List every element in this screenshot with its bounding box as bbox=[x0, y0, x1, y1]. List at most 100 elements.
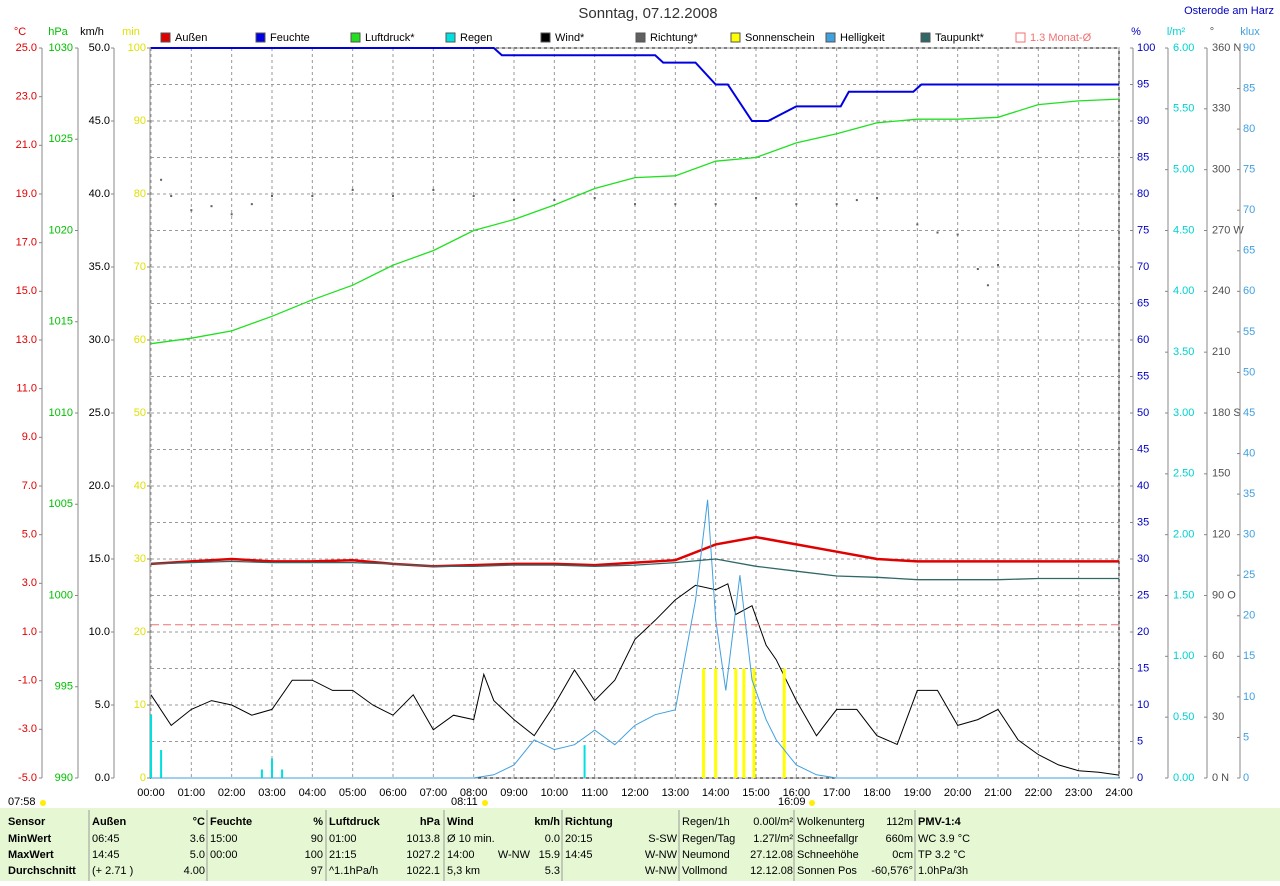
legend-label: 1.3 Monat-Ø bbox=[1030, 32, 1092, 44]
tick-label: 70 bbox=[1137, 261, 1149, 273]
legend-swatch bbox=[540, 32, 551, 43]
tick-label: 6.00 bbox=[1173, 42, 1194, 54]
tick-label: 55 bbox=[1243, 326, 1255, 338]
stats-cell: Neumond bbox=[682, 849, 730, 861]
tick-label: 20 bbox=[1243, 610, 1255, 622]
legend-swatch bbox=[920, 32, 931, 43]
tick-label: 65 bbox=[1137, 297, 1149, 309]
stats-cell: Schneehöhe bbox=[797, 849, 859, 861]
bar bbox=[260, 769, 263, 778]
tick-label: 30 bbox=[134, 553, 146, 565]
tick-label: 17.0 bbox=[16, 237, 37, 249]
tick-label: 80 bbox=[134, 188, 146, 200]
stats-cell: 660m bbox=[885, 833, 913, 845]
stats-cell: 06:45 bbox=[92, 833, 120, 845]
tick-label: 360 N bbox=[1212, 42, 1241, 54]
x-tick-label: 10:00 bbox=[541, 787, 569, 799]
tick-label: 1.50 bbox=[1173, 589, 1194, 601]
tick-label: 15.0 bbox=[89, 553, 110, 565]
stats-cell: 20:15 bbox=[565, 833, 593, 845]
x-tick-label: 18:00 bbox=[863, 787, 891, 799]
dot bbox=[795, 203, 798, 206]
tick-label: -1.0 bbox=[18, 675, 37, 687]
bar bbox=[150, 714, 152, 778]
series-line bbox=[151, 47, 1119, 122]
dot bbox=[160, 178, 163, 181]
tick-label: 1025 bbox=[49, 133, 73, 145]
tick-label: 1000 bbox=[49, 589, 73, 601]
axis-unit: °C bbox=[14, 26, 26, 38]
stats-cell: 21:15 bbox=[329, 849, 357, 861]
tick-label: 210 bbox=[1212, 346, 1230, 358]
stats-cell: MinWert bbox=[8, 833, 52, 845]
tick-label: 1010 bbox=[49, 407, 73, 419]
dot bbox=[986, 284, 989, 287]
dot bbox=[553, 199, 556, 202]
dot bbox=[311, 195, 314, 198]
stats-cell: 5.3 bbox=[545, 865, 560, 877]
stats-cell: Wind bbox=[447, 816, 474, 828]
dot bbox=[170, 195, 173, 198]
stats-cell: 14:45 bbox=[565, 849, 593, 861]
tick-label: 45.0 bbox=[89, 115, 110, 127]
stats-cell: 0.0 bbox=[545, 833, 560, 845]
stats-cell: 5.0 bbox=[190, 849, 205, 861]
stats-cell: 00:00 bbox=[210, 849, 238, 861]
tick-label: 1030 bbox=[49, 42, 73, 54]
tick-label: 40 bbox=[1137, 480, 1149, 492]
legend-label: Taupunkt* bbox=[935, 32, 985, 44]
series-line bbox=[150, 535, 1119, 568]
tick-label: 11.0 bbox=[16, 383, 37, 395]
tick-label: 3.0 bbox=[22, 577, 37, 589]
bar bbox=[752, 668, 756, 778]
stats-cell: Regen/Tag bbox=[682, 833, 735, 845]
legend-swatch bbox=[160, 32, 171, 43]
sun-marker bbox=[40, 800, 46, 806]
x-tick-label: 02:00 bbox=[218, 787, 246, 799]
stats-cell: Ø 10 min. bbox=[447, 833, 495, 845]
tick-label: 50 bbox=[134, 407, 146, 419]
sun-marker bbox=[809, 800, 815, 806]
tick-label: 995 bbox=[55, 681, 73, 693]
dot bbox=[976, 268, 979, 271]
stats-cell: 14:45 bbox=[92, 849, 120, 861]
series-line bbox=[150, 98, 1120, 345]
legend-label: Wind* bbox=[555, 32, 585, 44]
tick-label: 20 bbox=[1137, 626, 1149, 638]
series-line bbox=[151, 499, 1119, 779]
tick-label: 3.00 bbox=[1173, 407, 1194, 419]
x-tick-label: 01:00 bbox=[178, 787, 206, 799]
x-tick-label: 24:00 bbox=[1105, 787, 1133, 799]
x-tick-label: 22:00 bbox=[1025, 787, 1053, 799]
series-line bbox=[150, 558, 1119, 581]
tick-label: 45 bbox=[1243, 407, 1255, 419]
tick-label: 95 bbox=[1137, 78, 1149, 90]
stats-cell: °C bbox=[193, 816, 205, 828]
bar bbox=[702, 668, 706, 778]
dot bbox=[392, 195, 394, 198]
dot bbox=[432, 188, 435, 191]
axis-unit: min bbox=[122, 26, 140, 38]
tick-label: 1.0 bbox=[22, 626, 37, 638]
x-tick-label: 17:00 bbox=[823, 787, 851, 799]
dot bbox=[956, 233, 959, 236]
tick-label: 7.0 bbox=[22, 480, 37, 492]
tick-label: 25.0 bbox=[89, 407, 110, 419]
tick-label: 15 bbox=[1243, 650, 1255, 662]
tick-label: 85 bbox=[1137, 151, 1149, 163]
tick-label: 5.0 bbox=[95, 699, 110, 711]
stats-cell: Feuchte bbox=[210, 816, 252, 828]
stats-cell: Durchschnitt bbox=[8, 865, 76, 877]
stats-cell: km/h bbox=[534, 816, 560, 828]
x-tick-label: 07:00 bbox=[420, 787, 448, 799]
tick-label: 60 bbox=[1243, 285, 1255, 297]
bar bbox=[782, 668, 786, 778]
legend-label: Regen bbox=[460, 32, 492, 44]
legend-label: Helligkeit bbox=[840, 32, 885, 44]
dot bbox=[936, 231, 939, 234]
x-tick-label: 00:00 bbox=[137, 787, 165, 799]
bar bbox=[160, 750, 163, 778]
tick-label: 100 bbox=[1137, 42, 1155, 54]
